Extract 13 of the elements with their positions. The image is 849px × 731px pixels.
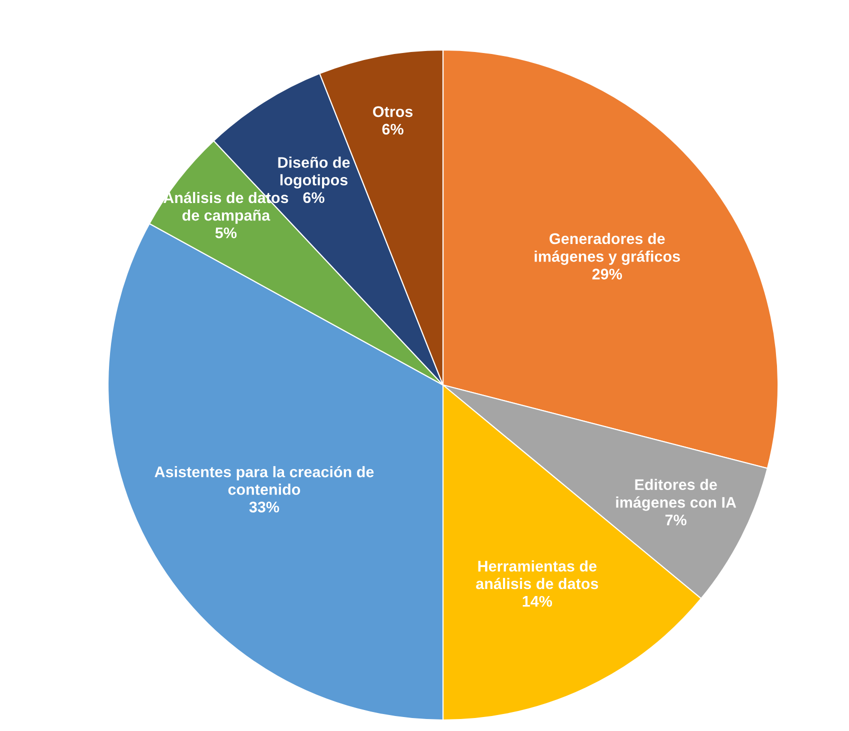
data-label: 14% (522, 596, 552, 607)
data-label: 6% (382, 124, 404, 135)
data-label: 29% (592, 268, 622, 280)
data-label: 6% (303, 192, 324, 204)
slice-label: Diseño de logotipos (278, 156, 350, 188)
data-label: 33% (249, 502, 280, 512)
slice-label: Asistentes para la creación de contenido (154, 466, 374, 495)
slice-label: Otros (373, 106, 413, 118)
data-label: 5% (215, 228, 237, 238)
slice-label: Generadores de imágenes y gráficos (534, 232, 680, 265)
slice-label: Editores de imágenes con IA (616, 478, 736, 511)
slice-label: Herramientas de análisis de datos (476, 560, 598, 590)
data-label: 7% (665, 514, 686, 526)
